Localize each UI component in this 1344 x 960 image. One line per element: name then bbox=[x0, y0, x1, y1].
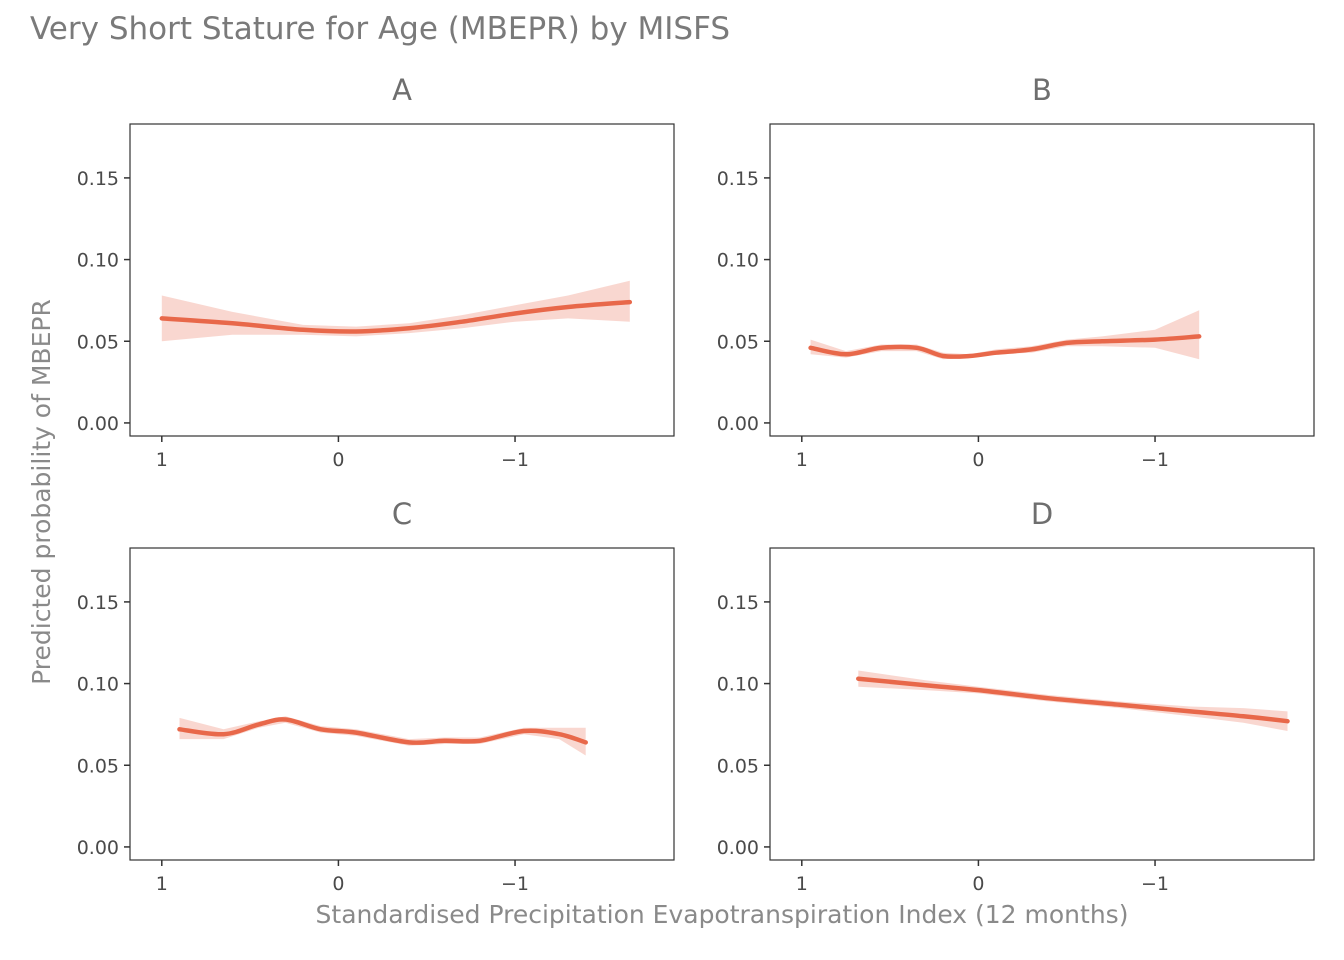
y-tick-label: 0.05 bbox=[77, 755, 119, 777]
y-tick-label: 0.05 bbox=[717, 331, 759, 353]
series-line-c bbox=[177, 717, 588, 745]
panel-border bbox=[129, 547, 675, 861]
facet-label-b: B bbox=[1032, 73, 1052, 107]
y-tick-label: 0.00 bbox=[717, 413, 759, 435]
y-tick-label: 0.15 bbox=[77, 592, 119, 614]
x-tick-label: −1 bbox=[1141, 449, 1169, 471]
y-tick-label: 0.00 bbox=[717, 837, 759, 859]
x-tick-label: −1 bbox=[501, 449, 529, 471]
x-tick-label: 0 bbox=[332, 449, 344, 471]
y-tick-label: 0.00 bbox=[77, 837, 119, 859]
x-tick-label: 1 bbox=[156, 449, 168, 471]
x-tick-label: 0 bbox=[332, 873, 344, 895]
y-tick-label: 0.15 bbox=[717, 592, 759, 614]
facet-label-a: A bbox=[392, 73, 412, 107]
x-tick-label: −1 bbox=[501, 873, 529, 895]
y-tick-label: 0.05 bbox=[717, 755, 759, 777]
x-tick-label: 1 bbox=[796, 873, 808, 895]
facet-panels: A 0.00 0.05 0.10 0.15 1 0 −1 B 0.00 0.05 0.10 0.15 1 0… bbox=[77, 73, 1315, 895]
facet-panel-b: B 0.00 0.05 0.10 0.15 1 0 −1 bbox=[717, 73, 1315, 471]
facet-panel-d: D 0.00 0.05 0.10 0.15 1 0 −1 bbox=[717, 497, 1315, 895]
y-tick-label: 0.10 bbox=[77, 674, 119, 696]
panel-border bbox=[769, 547, 1315, 861]
y-tick-label: 0.15 bbox=[717, 168, 759, 190]
panel-border bbox=[129, 123, 675, 437]
series-line-b bbox=[808, 334, 1202, 359]
x-tick-label: 1 bbox=[796, 449, 808, 471]
x-tick-label: 1 bbox=[156, 873, 168, 895]
x-tick-label: 0 bbox=[972, 873, 984, 895]
y-tick-label: 0.10 bbox=[717, 674, 759, 696]
y-tick-label: 0.10 bbox=[77, 250, 119, 272]
facet-panel-c: C 0.00 0.05 0.10 0.15 1 0 −1 bbox=[77, 497, 675, 895]
facet-label-c: C bbox=[392, 497, 412, 531]
panel-border bbox=[769, 123, 1315, 437]
y-tick-label: 0.15 bbox=[77, 168, 119, 190]
y-tick-label: 0.10 bbox=[717, 250, 759, 272]
y-axis-title: Predicted probability of MBEPR bbox=[27, 299, 56, 685]
y-tick-label: 0.00 bbox=[77, 413, 119, 435]
facet-panel-a: A 0.00 0.05 0.10 0.15 1 0 −1 bbox=[77, 73, 675, 471]
x-tick-label: −1 bbox=[1141, 873, 1169, 895]
series-line-a bbox=[159, 299, 633, 334]
x-tick-label: 0 bbox=[972, 449, 984, 471]
series-line-d bbox=[856, 676, 1290, 724]
x-axis-title: Standardised Precipitation Evapotranspir… bbox=[316, 900, 1129, 929]
facet-label-d: D bbox=[1031, 497, 1053, 531]
chart-title: Very Short Stature for Age (MBEPR) by MI… bbox=[30, 11, 730, 47]
y-tick-label: 0.05 bbox=[77, 331, 119, 353]
confidence-ribbon-a bbox=[161, 280, 630, 342]
